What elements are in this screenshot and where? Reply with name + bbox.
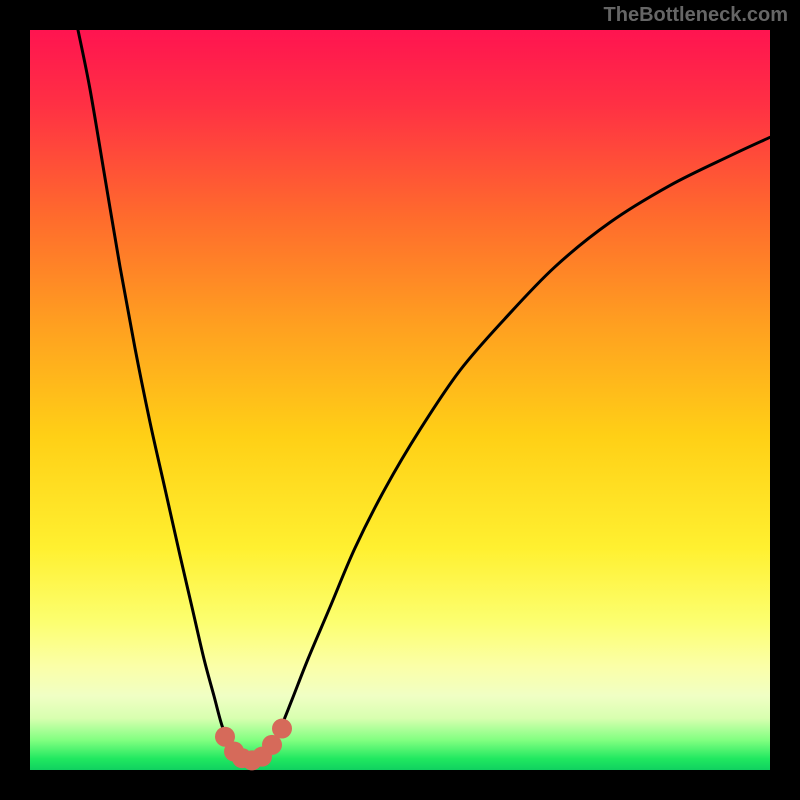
plot-area: [30, 30, 770, 770]
watermark-text: TheBottleneck.com: [604, 4, 788, 27]
bottleneck-curve: [78, 30, 770, 763]
optimal-marker: [272, 719, 292, 739]
marker-group: [215, 719, 292, 771]
curve-layer: [30, 30, 770, 770]
